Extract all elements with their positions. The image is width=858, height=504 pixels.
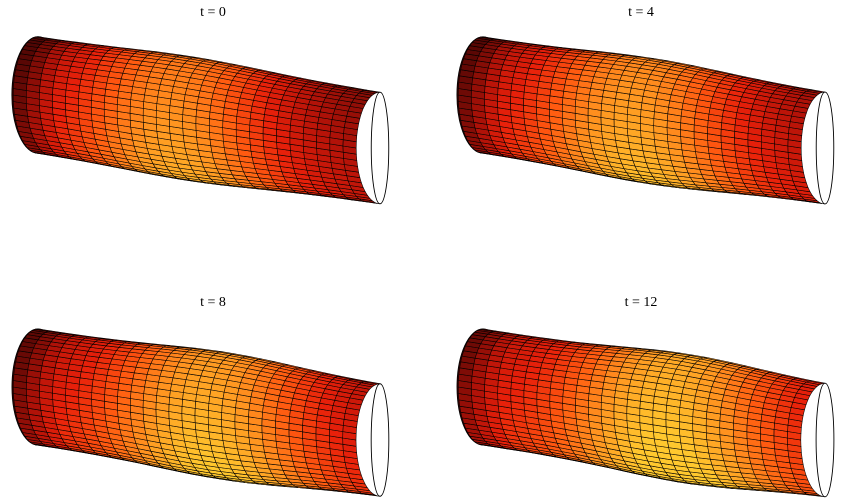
- tube-end-edge-3: [815, 382, 835, 498]
- tube-surface-1: [456, 36, 835, 205]
- tube-surface-0: [11, 36, 390, 205]
- tube-surface-3: [456, 328, 835, 498]
- tube-end-edge-2: [370, 383, 390, 497]
- tube-surface-2: [11, 328, 390, 497]
- panel-title-t8: t = 8: [200, 295, 226, 310]
- panel-title-t0: t = 0: [200, 5, 226, 20]
- tube-end-edge-0: [370, 91, 390, 205]
- tube-end-edge-1: [815, 91, 835, 205]
- panel-title-t12: t = 12: [624, 295, 658, 310]
- panel-title-t4: t = 4: [628, 5, 654, 20]
